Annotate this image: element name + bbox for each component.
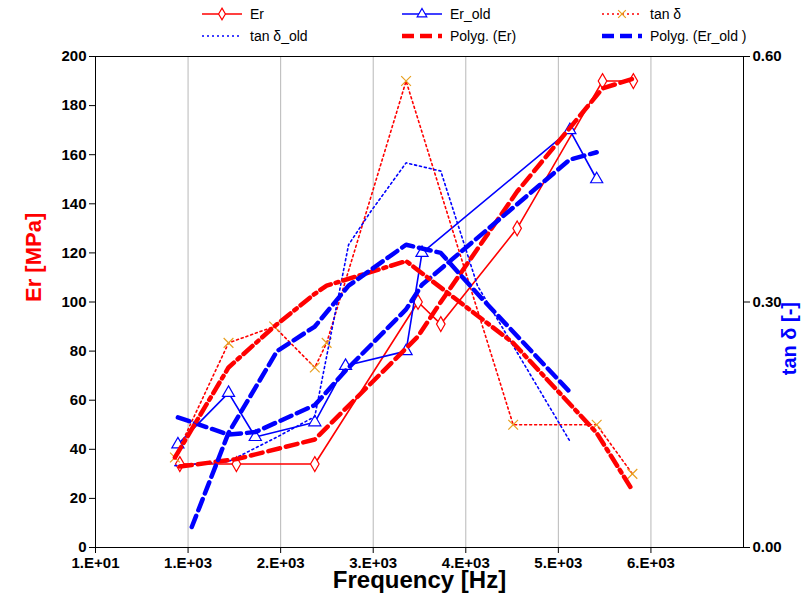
svg-text:180: 180 [61, 96, 86, 113]
html-text:Er: Er [250, 6, 264, 22]
svg-text:3.E+03: 3.E+03 [349, 554, 398, 572]
svg-text:100: 100 [61, 293, 86, 310]
svg-text:2.E+03: 2.E+03 [257, 554, 305, 571]
html-text:Polyg. (Er): Polyg. (Er) [450, 28, 517, 44]
svg-text:160: 160 [61, 146, 86, 163]
svg-text:40: 40 [70, 440, 87, 457]
html-text:Er_old: Er_old [450, 6, 491, 22]
svg-text:60: 60 [70, 391, 87, 408]
svg-text:0.30: 0.30 [752, 292, 782, 310]
svg-text:1.E+03: 1.E+03 [164, 554, 212, 571]
svg-text:120: 120 [61, 244, 86, 261]
svg-text:6.E+03: 6.E+03 [627, 554, 675, 571]
svg-text:0.00: 0.00 [753, 538, 782, 555]
html-text:Polyg. (Er_old ): Polyg. (Er_old ) [650, 28, 747, 44]
svg-text:tan δ [-]: tan δ [-] [778, 302, 800, 375]
svg-text:4.E+03: 4.E+03 [441, 554, 490, 572]
svg-text:Frequency [Hz]: Frequency [Hz] [333, 566, 506, 593]
svg-text:140: 140 [61, 195, 86, 212]
svg-text:5.E+03: 5.E+03 [534, 554, 582, 571]
html-text:tan δ_old: tan δ_old [250, 28, 308, 44]
svg-text:80: 80 [70, 342, 87, 359]
svg-text:1.E+01: 1.E+01 [72, 554, 120, 571]
svg-text:0.60: 0.60 [753, 47, 782, 64]
svg-text:200: 200 [61, 47, 86, 64]
svg-text:Er [MPa]: Er [MPa] [21, 213, 46, 302]
svg-text:0: 0 [78, 538, 86, 555]
svg-text:20: 20 [70, 489, 87, 506]
html-text:tan δ: tan δ [650, 6, 682, 22]
